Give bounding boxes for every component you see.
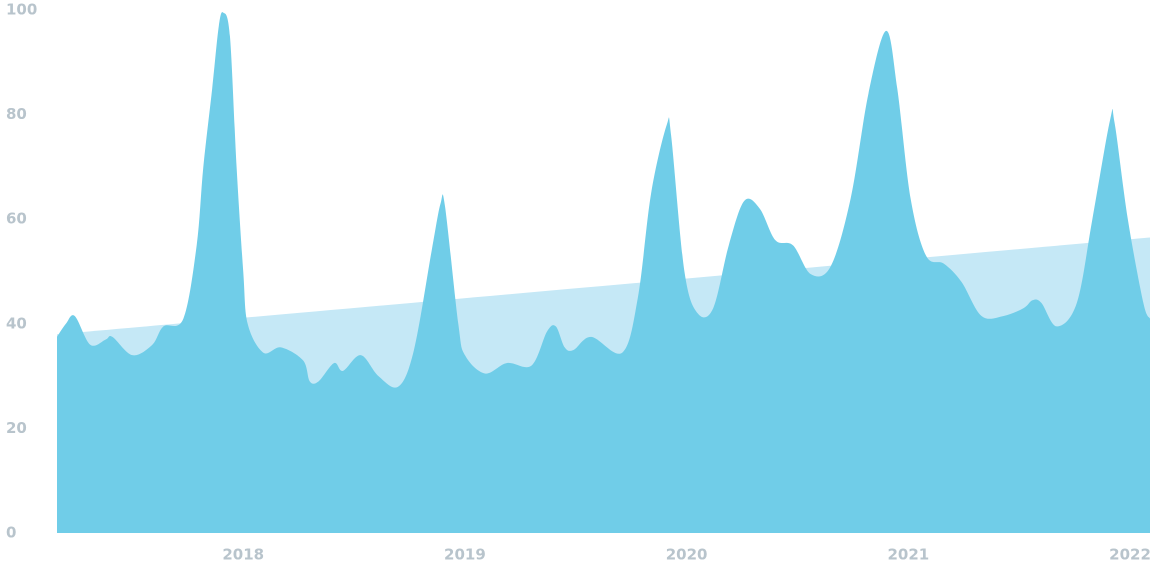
y-tick-label: 80 [6,105,27,123]
x-tick-label: 2018 [222,546,264,564]
y-tick-label: 100 [6,1,37,19]
area [57,12,1150,534]
y-tick-label: 40 [6,314,27,332]
y-tick-label: 20 [6,419,27,437]
x-tick-label: 2022 [1109,546,1151,564]
y-tick-label: 60 [6,210,27,228]
x-tick-label: 2020 [666,546,708,564]
x-tick-label: 2019 [444,546,486,564]
y-tick-label: 0 [6,524,16,542]
x-tick-label: 2021 [887,546,929,564]
